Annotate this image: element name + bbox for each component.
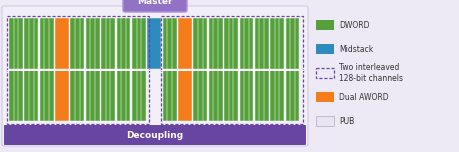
Bar (132, 18, 146, 69)
Bar (315, 68, 333, 78)
FancyBboxPatch shape (4, 125, 305, 145)
Text: Decoupling: Decoupling (126, 131, 183, 140)
Bar (9, 70, 23, 121)
Bar (239, 18, 253, 69)
Text: PUB: PUB (338, 116, 353, 126)
Bar (193, 70, 207, 121)
Bar (24, 18, 38, 69)
Bar (132, 70, 146, 121)
Text: Two interleaved
128-bit channels: Two interleaved 128-bit channels (338, 63, 402, 83)
Bar (116, 70, 130, 121)
Text: Dual AWORD: Dual AWORD (338, 93, 388, 102)
Bar (315, 116, 333, 126)
Bar (285, 70, 299, 121)
Bar (147, 18, 161, 69)
Bar (39, 70, 54, 121)
Bar (162, 18, 176, 69)
Bar (178, 70, 191, 121)
Text: Midstack: Midstack (338, 45, 372, 54)
Bar (315, 44, 333, 54)
Bar (70, 18, 84, 69)
Bar (116, 18, 130, 69)
Bar (239, 70, 253, 121)
FancyBboxPatch shape (2, 6, 308, 146)
Bar (55, 18, 69, 69)
Bar (101, 70, 115, 121)
Text: Master: Master (137, 0, 173, 5)
FancyBboxPatch shape (123, 0, 187, 12)
Bar (160, 16, 302, 124)
Bar (315, 20, 333, 30)
Bar (208, 70, 222, 121)
Bar (224, 18, 237, 69)
Bar (101, 18, 115, 69)
Bar (270, 70, 284, 121)
Bar (9, 18, 23, 69)
Bar (39, 18, 54, 69)
Bar (178, 18, 191, 69)
Bar (24, 70, 38, 121)
Text: DWORD: DWORD (338, 21, 369, 29)
Bar (70, 70, 84, 121)
Bar (162, 70, 176, 121)
Bar (208, 18, 222, 69)
Bar (193, 18, 207, 69)
Bar (86, 70, 100, 121)
Bar (86, 18, 100, 69)
Bar (285, 18, 299, 69)
Bar (7, 16, 149, 124)
Bar (254, 70, 268, 121)
Bar (315, 92, 333, 102)
Bar (254, 18, 268, 69)
Bar (55, 70, 69, 121)
Bar (270, 18, 284, 69)
Bar (224, 70, 237, 121)
